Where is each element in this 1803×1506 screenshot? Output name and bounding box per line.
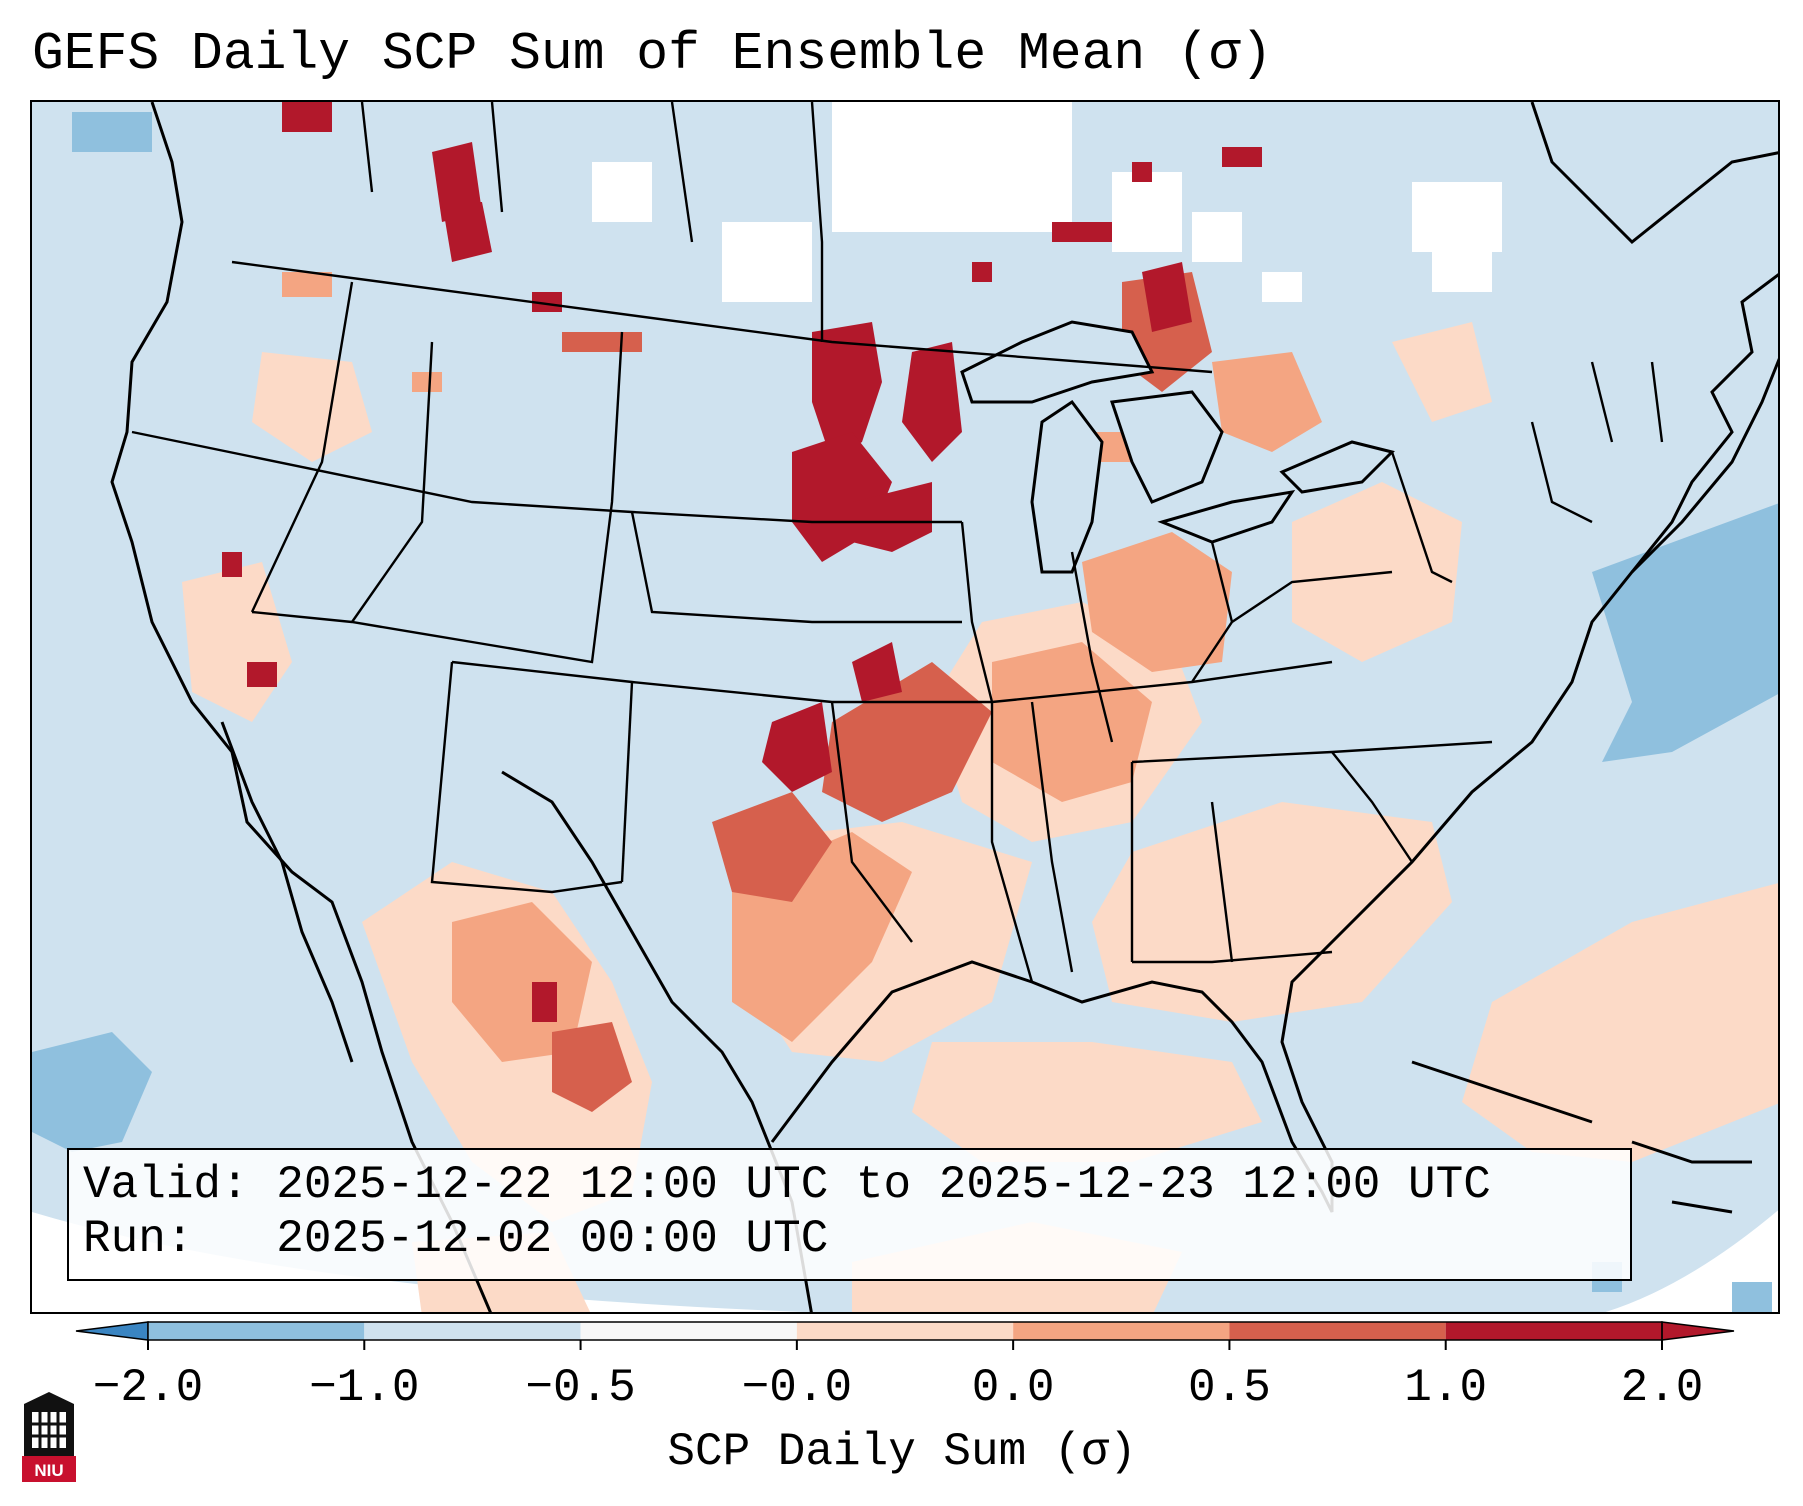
below-normal-areas: [32, 112, 1778, 1312]
valid-time-text: Valid: 2025-12-22 12:00 UTC to 2025-12-2…: [83, 1159, 1491, 1211]
no-data-patches: [592, 102, 1502, 442]
colorbar-tick-label: −0.0: [741, 1362, 853, 1414]
colorbar-tick-label: −2.0: [92, 1362, 204, 1414]
colorbar-segment: [1013, 1322, 1230, 1340]
colorbar-ticks: [147, 1340, 1663, 1350]
colorbar-tick-label: −1.0: [309, 1362, 420, 1414]
great-lakes: [960, 320, 1395, 574]
colorbar-tick-label: 0.0: [971, 1362, 1055, 1414]
colorbar-segment: [148, 1322, 365, 1340]
colorbar-segment: [1445, 1322, 1662, 1340]
chart-title: GEFS Daily SCP Sum of Ensemble Mean (σ): [32, 24, 1273, 84]
colorbar-tick-label: 1.0: [1404, 1362, 1488, 1414]
state-borders: [131, 102, 1664, 983]
colorbar-segment: [1229, 1322, 1446, 1340]
colorbar-segment: [796, 1322, 1014, 1340]
colorbar-tick-label: 0.5: [1188, 1362, 1271, 1414]
colorbar-segment: [364, 1322, 581, 1340]
off-projection-area: [32, 1212, 805, 1312]
colorbar: [75, 1321, 1735, 1350]
logo-text: NIU: [34, 1461, 63, 1480]
run-time-text: Run: 2025-12-02 00:00 UTC: [83, 1213, 829, 1265]
extreme-positive-areas: [222, 102, 1262, 1022]
colorbar-right-extension: [1661, 1321, 1735, 1341]
map-panel: [30, 100, 1780, 1314]
islands: [1411, 1060, 1752, 1214]
valid-run-info-box: Valid: 2025-12-22 12:00 UTC to 2025-12-2…: [67, 1148, 1632, 1281]
colorbar-segments: [75, 1321, 1735, 1341]
colorbar-tick-label: −0.5: [525, 1362, 636, 1414]
colorbar-outline: [147, 1321, 1663, 1341]
colorbar-label: SCP Daily Sum (σ): [667, 1426, 1137, 1478]
scp-map: [32, 102, 1778, 1312]
colorbar-tick-label: 2.0: [1620, 1362, 1704, 1414]
niu-university-logo-icon: NIU: [22, 1392, 76, 1482]
colorbar-left-extension: [75, 1321, 149, 1341]
colorbar-segment: [580, 1322, 797, 1340]
